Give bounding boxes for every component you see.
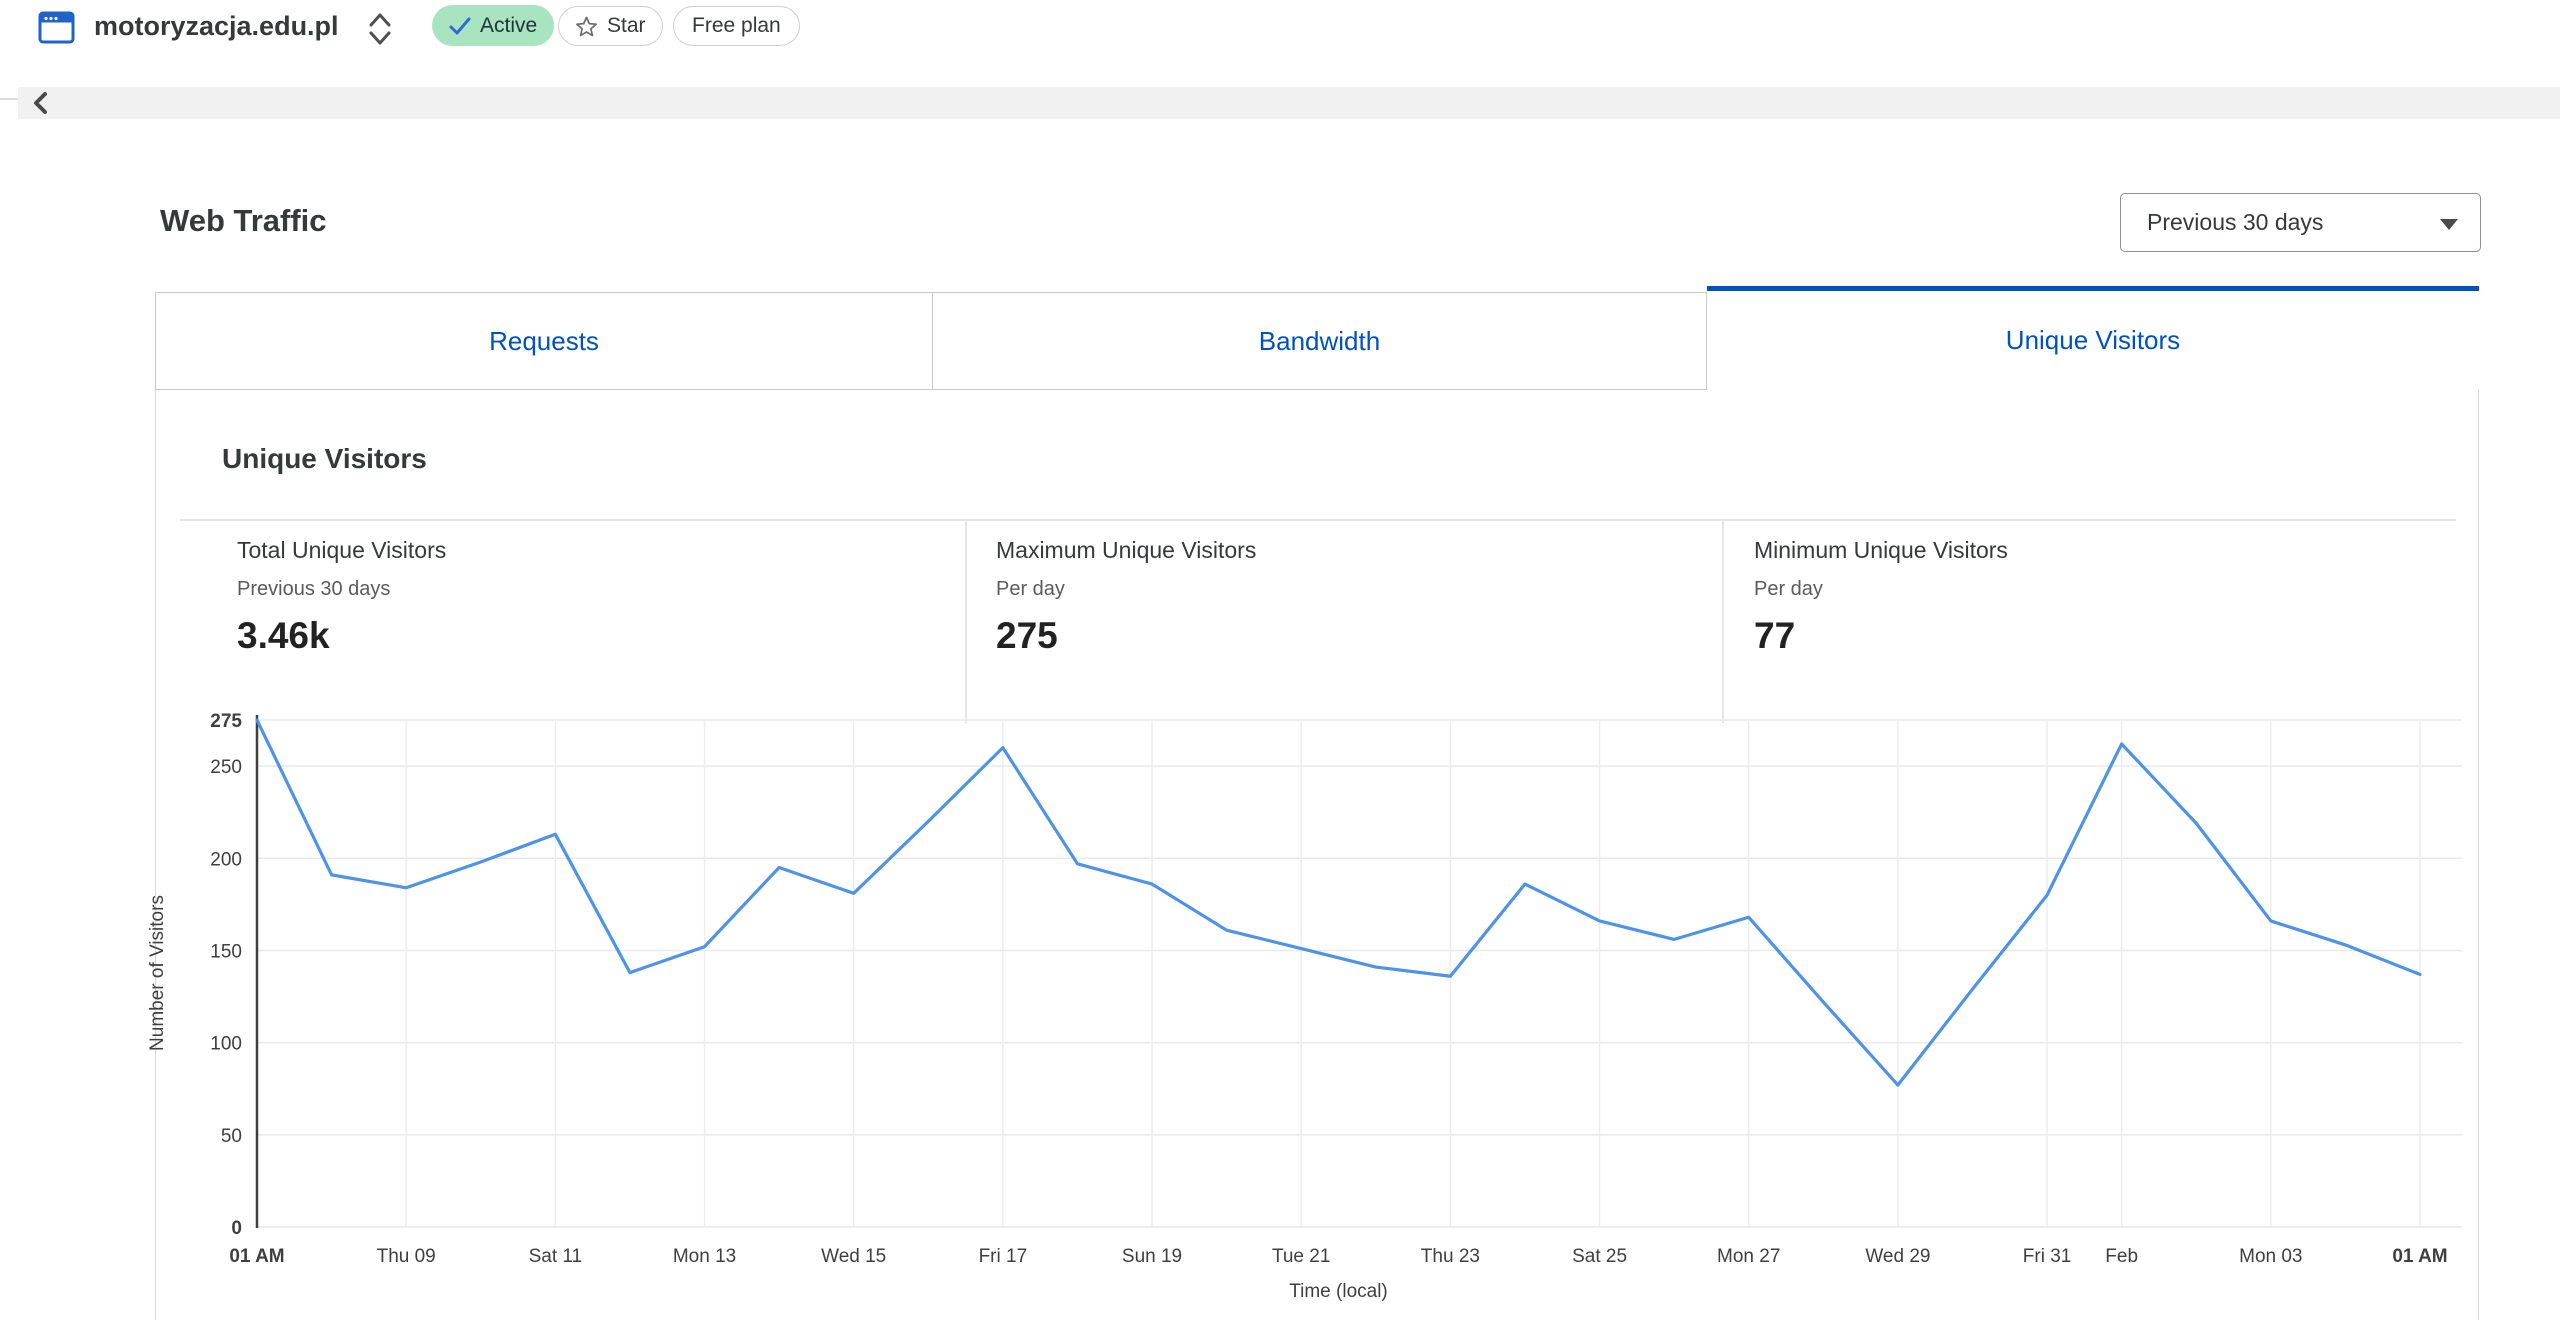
section-divider — [180, 519, 2456, 521]
stat-value: 3.46k — [237, 615, 330, 656]
stat-label: Minimum Unique Visitors — [1754, 537, 2008, 563]
y-tick-label: 150 — [210, 941, 242, 962]
browser-window-icon — [38, 11, 75, 44]
plan-badge: Free plan — [673, 6, 800, 46]
x-tick-label: Sat 11 — [529, 1246, 583, 1267]
y-tick-label: 50 — [221, 1126, 242, 1147]
x-tick-label: Wed 15 — [821, 1246, 886, 1267]
stat-value: 275 — [996, 615, 1058, 656]
y-tick-label: 250 — [210, 757, 242, 778]
stat-value: 77 — [1754, 615, 1796, 656]
domain-switcher-icon[interactable] — [366, 12, 394, 46]
y-tick-label: 275 — [210, 711, 242, 732]
section-title: Unique Visitors — [222, 443, 427, 474]
x-tick-label: Mon 13 — [673, 1246, 736, 1267]
x-tick-label: Fri 31 — [2023, 1246, 2072, 1267]
tab-label: Unique Visitors — [2005, 325, 2181, 355]
x-tick-label: Thu 09 — [377, 1246, 436, 1267]
y-tick-label: 0 — [231, 1218, 242, 1239]
x-tick-label: Tue 21 — [1272, 1246, 1330, 1267]
star-button-label: Star — [607, 14, 646, 37]
stat-divider — [1722, 519, 1724, 723]
x-tick-label: Feb — [2105, 1246, 2138, 1267]
y-axis-title: Number of Visitors — [147, 895, 168, 1051]
collapse-nav-bar — [18, 87, 2560, 119]
page-title: Web Traffic — [160, 203, 327, 238]
tab-label: Bandwidth — [1258, 325, 1381, 356]
stat-label: Maximum Unique Visitors — [996, 537, 1257, 563]
caret-down-icon — [2440, 219, 2458, 230]
time-range-value: Previous 30 days — [2147, 209, 2324, 235]
x-tick-label: Sat 25 — [1572, 1246, 1627, 1267]
unique-visitors-series-line — [255, 718, 2422, 1087]
x-tick-label: 01 AM — [229, 1246, 284, 1267]
status-badge-label: Active — [480, 13, 538, 37]
x-tick-label: Thu 23 — [1421, 1246, 1480, 1267]
x-tick-label: Sun 19 — [1122, 1246, 1182, 1267]
stat-label: Total Unique Visitors — [237, 537, 447, 563]
y-tick-label: 100 — [210, 1034, 242, 1055]
x-tick-label: Mon 27 — [1717, 1246, 1780, 1267]
y-tick-label: 200 — [210, 849, 242, 870]
plan-badge-label: Free plan — [692, 14, 781, 37]
x-axis-title: Time (local) — [1289, 1281, 1388, 1302]
stat-sublabel: Previous 30 days — [237, 578, 391, 600]
x-tick-label: 01 AM — [2392, 1246, 2447, 1267]
stat-divider — [965, 519, 967, 723]
x-tick-label: Mon 03 — [2239, 1246, 2302, 1267]
tab-bandwidth[interactable]: Bandwidth — [932, 292, 1707, 390]
star-icon — [576, 16, 597, 36]
tab-unique-visitors[interactable]: Unique Visitors — [1707, 286, 2479, 390]
x-tick-label: Wed 29 — [1865, 1246, 1930, 1267]
tab-label: Requests — [489, 325, 599, 356]
check-icon — [449, 17, 471, 34]
status-badge: Active — [432, 5, 555, 46]
stat-sublabel: Per day — [996, 578, 1065, 600]
star-button[interactable]: Star — [558, 6, 663, 46]
time-range-select[interactable]: Previous 30 days — [2120, 193, 2481, 252]
site-header: motoryzacja.edu.pl Active Star Free plan — [0, 0, 2560, 56]
nav-bar-edge-line — [0, 98, 18, 100]
stat-sublabel: Per day — [1754, 578, 1823, 600]
chevron-left-icon[interactable] — [30, 91, 52, 115]
x-tick-label: Fri 17 — [979, 1246, 1028, 1267]
zone-domain-name: motoryzacja.edu.pl — [94, 11, 339, 41]
tab-requests[interactable]: Requests — [155, 292, 932, 390]
